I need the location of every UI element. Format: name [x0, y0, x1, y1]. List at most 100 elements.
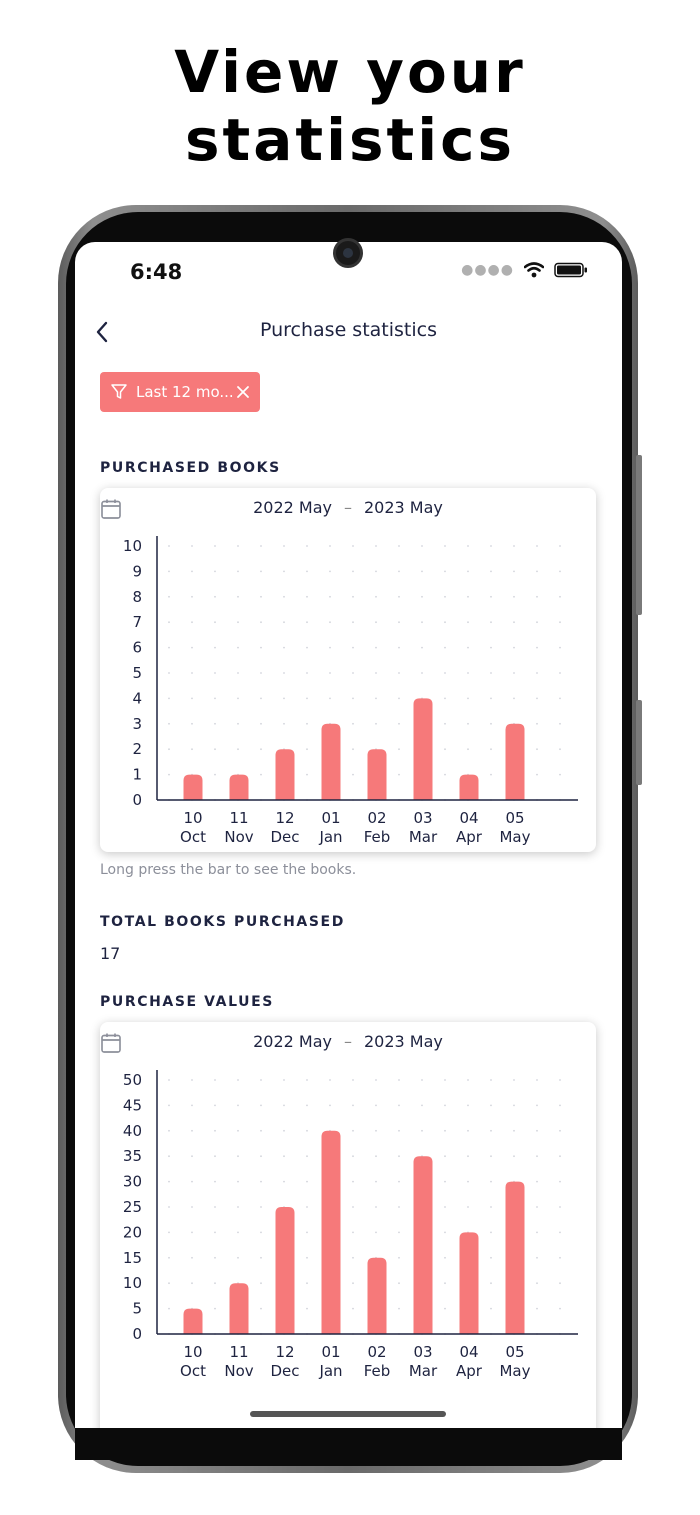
x-tick-label: 10 [183, 809, 202, 827]
y-tick-label: 8 [132, 588, 142, 606]
bar[interactable] [367, 749, 387, 800]
grid-dot [421, 1104, 423, 1107]
grid-dot [467, 1180, 469, 1183]
grid-dot [260, 1307, 262, 1310]
bar[interactable] [183, 774, 203, 800]
chevron-left-icon [96, 321, 108, 343]
grid-dot [237, 1180, 239, 1183]
grid-dot [260, 773, 262, 776]
bar[interactable] [321, 1130, 341, 1334]
y-tick-label: 9 [132, 562, 142, 580]
grid-dot [467, 748, 469, 751]
grid-dot [168, 722, 170, 725]
grid-dot [306, 1231, 308, 1234]
grid-dot [260, 672, 262, 674]
bar[interactable] [459, 774, 479, 800]
grid-dot [398, 646, 400, 649]
grid-dot [214, 1256, 216, 1259]
grid-dot [536, 1206, 538, 1208]
y-tick-label: 45 [123, 1096, 142, 1114]
grid-dot [444, 1282, 446, 1285]
total-books-value: 17 [100, 944, 121, 963]
front-camera [333, 238, 363, 268]
phone-bezel-bottom [75, 1428, 622, 1460]
bar[interactable] [275, 749, 295, 800]
y-tick-label: 3 [132, 715, 142, 733]
grid-dot [237, 697, 239, 700]
grid-dot [214, 570, 216, 573]
grid-dot [260, 748, 262, 751]
bar[interactable] [275, 1207, 295, 1334]
grid-dot [260, 697, 262, 700]
grid-dot [490, 1307, 492, 1310]
x-tick-label: Mar [409, 1362, 438, 1380]
purchase-values-chart: 0510152025303540455010Oct11Nov12Dec01Jan… [123, 1070, 578, 1380]
grid-dot [536, 1256, 538, 1259]
grid-dot [352, 1104, 354, 1107]
bar[interactable] [229, 774, 249, 800]
x-tick-label: Feb [364, 828, 391, 846]
grid-dot [306, 773, 308, 776]
y-tick-label: 2 [132, 740, 142, 758]
grid-dot [352, 545, 354, 547]
bar[interactable] [413, 1156, 433, 1334]
grid-dot [352, 1282, 354, 1285]
purchase-values-heading: PURCHASE VALUES [100, 994, 274, 1010]
x-tick-label: Jan [318, 1362, 342, 1380]
grid-dot [352, 748, 354, 751]
grid-dot [375, 1104, 377, 1107]
status-time: 6:48 [130, 260, 183, 284]
back-button[interactable] [95, 318, 119, 346]
bar[interactable] [367, 1257, 387, 1334]
grid-dot [490, 1079, 492, 1081]
bar[interactable] [321, 723, 341, 800]
grid-dot [536, 748, 538, 751]
grid-dot [352, 672, 354, 674]
grid-dot [214, 621, 216, 624]
grid-dot [306, 1282, 308, 1285]
home-indicator[interactable] [250, 1411, 446, 1417]
grid-dot [375, 1180, 377, 1183]
grid-dot [237, 1155, 239, 1158]
filter-chip[interactable]: Last 12 mo... [100, 372, 260, 412]
y-tick-label: 20 [123, 1223, 142, 1241]
grid-dot [398, 748, 400, 751]
x-tick-label: Nov [224, 1362, 253, 1380]
y-tick-label: 4 [132, 689, 142, 707]
grid-dot [467, 1079, 469, 1081]
battery-icon [554, 262, 587, 278]
grid-dot [559, 595, 561, 598]
grid-dot [467, 621, 469, 624]
grid-dot [444, 748, 446, 751]
bar[interactable] [505, 1181, 525, 1334]
bar[interactable] [459, 1232, 479, 1334]
x-tick-label: Dec [270, 828, 299, 846]
grid-dot [513, 1155, 515, 1158]
grid-dot [260, 1129, 262, 1132]
grid-dot [260, 1104, 262, 1107]
x-tick-label: May [499, 1362, 530, 1380]
grid-dot [444, 1307, 446, 1310]
grid-dot [352, 722, 354, 725]
grid-dot [306, 697, 308, 700]
grid-dot [306, 1180, 308, 1183]
y-tick-label: 15 [123, 1249, 142, 1267]
date-range[interactable]: 2022 May – 2023 May [100, 498, 596, 519]
close-icon[interactable] [236, 385, 250, 399]
bar[interactable] [183, 1308, 203, 1334]
grid-dot [490, 773, 492, 776]
grid-dot [375, 1206, 377, 1208]
bar[interactable] [413, 698, 433, 800]
grid-dot [398, 1129, 400, 1132]
grid-dot [490, 1206, 492, 1208]
grid-dot [352, 1206, 354, 1208]
purchased-books-heading: PURCHASED BOOKS [100, 460, 281, 476]
grid-dot [306, 722, 308, 725]
bar[interactable] [229, 1283, 249, 1334]
y-tick-label: 25 [123, 1198, 142, 1216]
purchased-books-chart: 01234567891010Oct11Nov12Dec01Jan02Feb03M… [123, 536, 578, 846]
date-range[interactable]: 2022 May – 2023 May [100, 1032, 596, 1053]
bar[interactable] [505, 723, 525, 800]
grid-dot [375, 1079, 377, 1081]
grid-dot [306, 1129, 308, 1132]
